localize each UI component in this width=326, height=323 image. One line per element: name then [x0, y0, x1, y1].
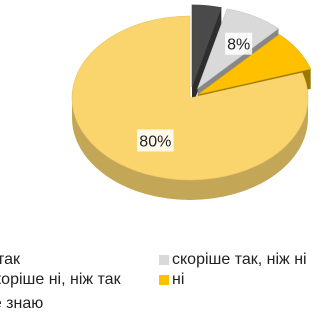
data-label-1: 8% [227, 37, 250, 54]
pie-slice-0 [191, 4, 222, 88]
pie-slice-3 [71, 15, 309, 181]
legend-swatch-ni [159, 275, 169, 285]
legend-label-ne-znayu: не знаю [0, 295, 44, 312]
legend-label-skorishe-ni: скоріше ні, ніж так [0, 271, 121, 288]
legend-item-ne-znayu: не знаю [0, 295, 43, 313]
legend-label-tak: так [0, 251, 21, 268]
pie-slice-2 [198, 34, 312, 95]
pie-side-3 [72, 98, 308, 200]
pie-wall-0-1 [192, 7, 222, 107]
legend-label-ni: ні [172, 271, 185, 288]
chart-legend: так скоріше так, ніж ні скоріше ні, ніж … [0, 245, 326, 323]
data-label-box-1 [225, 32, 253, 55]
data-label-box-3 [137, 129, 174, 152]
legend-item-skorishe-ni: скоріше ні, ніж так [0, 271, 121, 289]
legend-label-skorishe-tak: скоріше так, ніж ні [172, 251, 307, 268]
legend-item-ni: ні [159, 271, 184, 289]
data-label-3: 80% [139, 133, 171, 150]
legend-item-skorishe-tak: скоріше так, ніж ні [159, 251, 307, 269]
pie-chart: 8% 80% [71, 4, 312, 200]
legend-item-tak: так [0, 251, 20, 269]
legend-swatch-skorishe-tak [159, 255, 169, 265]
